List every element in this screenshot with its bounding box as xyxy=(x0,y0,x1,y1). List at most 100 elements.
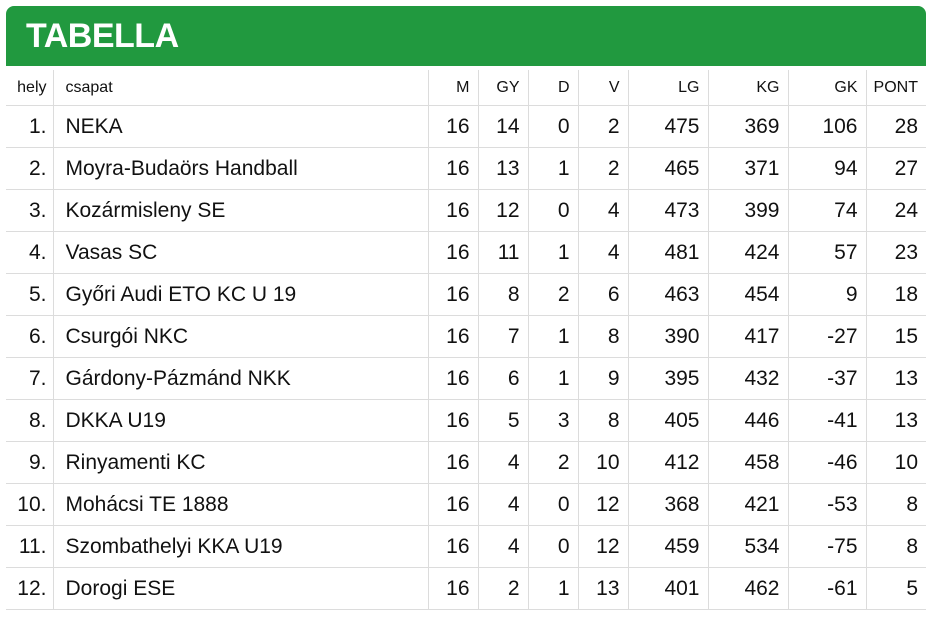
cell: 8 xyxy=(478,273,529,316)
cell: 1 xyxy=(528,147,579,190)
cell: 8 xyxy=(578,399,629,442)
cell: 74 xyxy=(788,189,867,232)
cell: 390 xyxy=(628,315,709,358)
column-header: GK xyxy=(788,70,867,106)
cell: 368 xyxy=(628,483,709,526)
cell: 3 xyxy=(528,399,579,442)
standings-widget: TABELLA hely csapat M GY D V LG KG GK PONT 1. NEKA… xyxy=(6,6,926,610)
cell: 534 xyxy=(708,525,789,568)
cell: 4. xyxy=(6,231,54,274)
cell: 10 xyxy=(578,441,629,484)
title-bar: TABELLA xyxy=(6,6,926,66)
team-name: Moyra-Budaörs Handball xyxy=(53,147,429,190)
cell: 0 xyxy=(528,189,579,232)
column-header: PONT xyxy=(866,70,926,106)
cell: 6 xyxy=(578,273,629,316)
cell: 16 xyxy=(428,147,479,190)
cell: 3. xyxy=(6,189,54,232)
cell: -46 xyxy=(788,441,867,484)
cell: 4 xyxy=(478,483,529,526)
cell: 481 xyxy=(628,231,709,274)
cell: 16 xyxy=(428,273,479,316)
cell: 475 xyxy=(628,105,709,148)
header-row: hely csapat M GY D V LG KG GK PONT xyxy=(6,70,926,106)
cell: 2. xyxy=(6,147,54,190)
cell: 5 xyxy=(866,567,926,610)
column-header: csapat xyxy=(53,70,429,106)
cell: 14 xyxy=(478,105,529,148)
team-row: 3. Kozármisleny SE 16 12 0 4 473 399 74 24 xyxy=(6,189,926,232)
cell: 8 xyxy=(866,525,926,568)
cell: 1 xyxy=(528,231,579,274)
cell: 0 xyxy=(528,105,579,148)
cell: 399 xyxy=(708,189,789,232)
cell: 2 xyxy=(478,567,529,610)
team-row: 1. NEKA 16 14 0 2 475 369 106 28 xyxy=(6,105,926,148)
cell: 432 xyxy=(708,357,789,400)
team-name: Csurgói NKC xyxy=(53,315,429,358)
cell: 24 xyxy=(866,189,926,232)
cell: 12. xyxy=(6,567,54,610)
cell: 424 xyxy=(708,231,789,274)
cell: 0 xyxy=(528,525,579,568)
cell: 16 xyxy=(428,231,479,274)
cell: 454 xyxy=(708,273,789,316)
cell: -53 xyxy=(788,483,867,526)
cell: 16 xyxy=(428,315,479,358)
team-row: 10. Mohácsi TE 1888 16 4 0 12 368 421 -53 8 xyxy=(6,483,926,526)
cell: 11 xyxy=(478,231,529,274)
cell: 10 xyxy=(866,441,926,484)
cell: 371 xyxy=(708,147,789,190)
team-name: Mohácsi TE 1888 xyxy=(53,483,429,526)
cell: 13 xyxy=(866,357,926,400)
cell: -41 xyxy=(788,399,867,442)
cell: 23 xyxy=(866,231,926,274)
cell: 7. xyxy=(6,357,54,400)
cell: 7 xyxy=(478,315,529,358)
cell: 8 xyxy=(578,315,629,358)
team-row: 4. Vasas SC 16 11 1 4 481 424 57 23 xyxy=(6,231,926,274)
team-name: Kozármisleny SE xyxy=(53,189,429,232)
cell: 16 xyxy=(428,525,479,568)
cell: 9 xyxy=(578,357,629,400)
team-name: Szombathelyi KKA U19 xyxy=(53,525,429,568)
cell: 18 xyxy=(866,273,926,316)
cell: 15 xyxy=(866,315,926,358)
cell: 13 xyxy=(578,567,629,610)
cell: -27 xyxy=(788,315,867,358)
cell: 12 xyxy=(578,525,629,568)
cell: -37 xyxy=(788,357,867,400)
cell: 2 xyxy=(528,273,579,316)
cell: 2 xyxy=(578,105,629,148)
cell: 465 xyxy=(628,147,709,190)
cell: 405 xyxy=(628,399,709,442)
cell: 412 xyxy=(628,441,709,484)
cell: 16 xyxy=(428,105,479,148)
cell: 459 xyxy=(628,525,709,568)
cell: 5 xyxy=(478,399,529,442)
cell: 16 xyxy=(428,441,479,484)
cell: 401 xyxy=(628,567,709,610)
column-header: KG xyxy=(708,70,789,106)
cell: 463 xyxy=(628,273,709,316)
cell: 0 xyxy=(528,483,579,526)
cell: 94 xyxy=(788,147,867,190)
column-header: V xyxy=(578,70,629,106)
cell: 4 xyxy=(578,231,629,274)
cell: 4 xyxy=(478,525,529,568)
cell: 4 xyxy=(578,189,629,232)
cell: 13 xyxy=(866,399,926,442)
team-row: 12. Dorogi ESE 16 2 1 13 401 462 -61 5 xyxy=(6,567,926,610)
team-name: Dorogi ESE xyxy=(53,567,429,610)
team-row: 8. DKKA U19 16 5 3 8 405 446 -41 13 xyxy=(6,399,926,442)
cell: 458 xyxy=(708,441,789,484)
cell: 421 xyxy=(708,483,789,526)
cell: 2 xyxy=(578,147,629,190)
cell: 1. xyxy=(6,105,54,148)
team-name: Rinyamenti KC xyxy=(53,441,429,484)
cell: 8. xyxy=(6,399,54,442)
cell: 12 xyxy=(478,189,529,232)
cell: 369 xyxy=(708,105,789,148)
team-row: 6. Csurgói NKC 16 7 1 8 390 417 -27 15 xyxy=(6,315,926,358)
